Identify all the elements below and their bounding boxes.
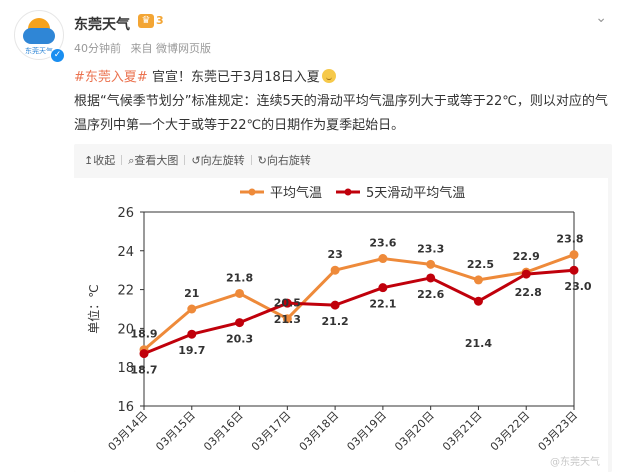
image-card: ↥收起 ⌕查看大图 ↺向左旋转 ↻向右旋转 16 18 20 22 24 26 单位：℃ 03月14… bbox=[74, 144, 612, 472]
y-tick-label: 26 bbox=[117, 206, 134, 221]
series-avg-data-label: 21 bbox=[184, 287, 199, 300]
collapse-button[interactable]: ↥收起 bbox=[84, 152, 115, 168]
account-avatar[interactable]: 东莞天气 bbox=[14, 10, 64, 60]
view-large-button[interactable]: ⌕查看大图 bbox=[128, 152, 178, 168]
series-5day-data-label: 22.6 bbox=[417, 288, 444, 301]
series-avg-point bbox=[187, 304, 197, 314]
vip-level: 3 bbox=[156, 14, 164, 27]
collapse-label: 收起 bbox=[93, 154, 116, 167]
legend-5day-marker bbox=[344, 188, 352, 196]
series-5day-point bbox=[282, 298, 292, 308]
rotate-right-button[interactable]: ↻向右旋转 bbox=[258, 152, 311, 168]
series-avg-point bbox=[330, 265, 340, 275]
series-avg-point bbox=[282, 314, 292, 324]
series-5day-point bbox=[426, 273, 436, 283]
series-5day-point bbox=[473, 296, 483, 306]
series-avg-point bbox=[569, 250, 579, 260]
watermark: @东莞天气 bbox=[550, 457, 600, 468]
cloud-icon bbox=[23, 28, 55, 44]
y-tick-label: 16 bbox=[117, 400, 134, 415]
topic-tag[interactable]: #东莞入夏# bbox=[74, 70, 148, 85]
series-5day-data-label: 21.2 bbox=[322, 315, 349, 328]
series-5day-data-label: 21.4 bbox=[465, 337, 492, 350]
rotate-left-icon: ↺ bbox=[191, 154, 201, 167]
series-avg-data-label: 23 bbox=[327, 248, 342, 261]
toolbar-divider bbox=[121, 155, 123, 165]
magnifier-icon: ⌕ bbox=[128, 154, 135, 167]
series-avg-data-label: 22.5 bbox=[467, 258, 494, 271]
toolbar-divider bbox=[184, 155, 186, 165]
verified-icon: ✓ bbox=[50, 48, 65, 63]
series-5day-data-label: 22.1 bbox=[369, 298, 396, 311]
post-time[interactable]: 40分钟前 bbox=[74, 42, 121, 55]
series-5day-point bbox=[187, 329, 197, 339]
y-axis-label: 单位：℃ bbox=[86, 284, 101, 333]
series-avg-point bbox=[235, 288, 245, 298]
series-5day-data-label: 19.7 bbox=[178, 344, 205, 357]
smile-emoji-icon bbox=[321, 69, 336, 83]
series-5day-point bbox=[330, 300, 340, 310]
y-tick-label: 18 bbox=[117, 361, 134, 376]
temperature-chart[interactable]: 16 18 20 22 24 26 单位：℃ 03月14日 03月15日 03月16日 03月17日… bbox=[74, 174, 612, 472]
rotate-left-button[interactable]: ↺向左旋转 bbox=[191, 152, 244, 168]
y-tick-label: 22 bbox=[117, 284, 134, 299]
avatar-brand-text: 东莞天气 bbox=[25, 47, 53, 55]
series-avg-point bbox=[378, 254, 388, 264]
series-avg-data-label: 18.9 bbox=[130, 328, 157, 341]
post-content: #东莞入夏# 官宣！东莞已于3月18日入夏 根据“气候季节划分”标准规定：连续5… bbox=[74, 66, 611, 138]
series-5day-point bbox=[569, 265, 579, 275]
series-5day-data-label: 20.3 bbox=[226, 333, 253, 346]
crown-icon[interactable]: ♛ bbox=[138, 14, 154, 28]
rotate-left-label: 向左旋转 bbox=[200, 154, 245, 167]
series-5day-data-label: 22.8 bbox=[515, 286, 542, 299]
legend-5day-label: 5天滑动平均气温 bbox=[366, 185, 465, 201]
series-avg-data-label: 21.8 bbox=[226, 271, 253, 284]
toolbar-divider bbox=[250, 155, 252, 165]
image-toolbar: ↥收起 ⌕查看大图 ↺向左旋转 ↻向右旋转 bbox=[84, 152, 317, 168]
series-5day-data-label: 21.3 bbox=[274, 313, 301, 326]
y-tick-label: 24 bbox=[117, 245, 134, 260]
post-meta: 40分钟前 来自 微博网页版 bbox=[74, 40, 217, 56]
post-source: 来自 微博网页版 bbox=[130, 42, 212, 55]
series-avg-data-label: 20.5 bbox=[274, 297, 301, 310]
rotate-right-label: 向右旋转 bbox=[266, 154, 311, 167]
rotate-right-icon: ↻ bbox=[257, 154, 267, 167]
series-avg-data-label: 22.9 bbox=[513, 250, 540, 263]
series-5day-point bbox=[235, 318, 245, 328]
series-avg-point bbox=[473, 275, 483, 285]
legend-avg-label: 平均气温 bbox=[270, 185, 322, 201]
legend-avg-marker bbox=[248, 188, 256, 196]
series-avg-data-label: 23.8 bbox=[556, 233, 583, 246]
series-5day-line bbox=[143, 268, 575, 356]
series-5day-data-label: 23.0 bbox=[564, 280, 591, 293]
post-headline: 官宣！东莞已于3月18日入夏 bbox=[151, 70, 320, 85]
series-5day-point bbox=[521, 269, 531, 279]
series-5day-point bbox=[139, 349, 149, 359]
series-5day-point bbox=[378, 283, 388, 293]
post-body: 根据“气候季节划分”标准规定：连续5天的滑动平均气温序列大于或等于22℃，则以对… bbox=[74, 94, 608, 133]
post-headline-line: #东莞入夏# 官宣！东莞已于3月18日入夏 bbox=[74, 66, 611, 90]
series-avg-data-label: 23.6 bbox=[369, 237, 396, 250]
series-avg-point bbox=[426, 259, 436, 269]
series-avg-line bbox=[143, 253, 575, 351]
series-avg-data-label: 23.3 bbox=[417, 242, 444, 255]
view-large-label: 查看大图 bbox=[134, 154, 179, 167]
y-tick-label: 20 bbox=[117, 322, 134, 337]
arrow-up-icon: ↥ bbox=[84, 154, 94, 167]
series-5day-data-label: 18.7 bbox=[130, 364, 157, 377]
chevron-down-icon[interactable]: ⌄ bbox=[595, 10, 607, 26]
chart-background bbox=[74, 178, 608, 472]
account-name[interactable]: 东莞天气 bbox=[74, 17, 130, 33]
